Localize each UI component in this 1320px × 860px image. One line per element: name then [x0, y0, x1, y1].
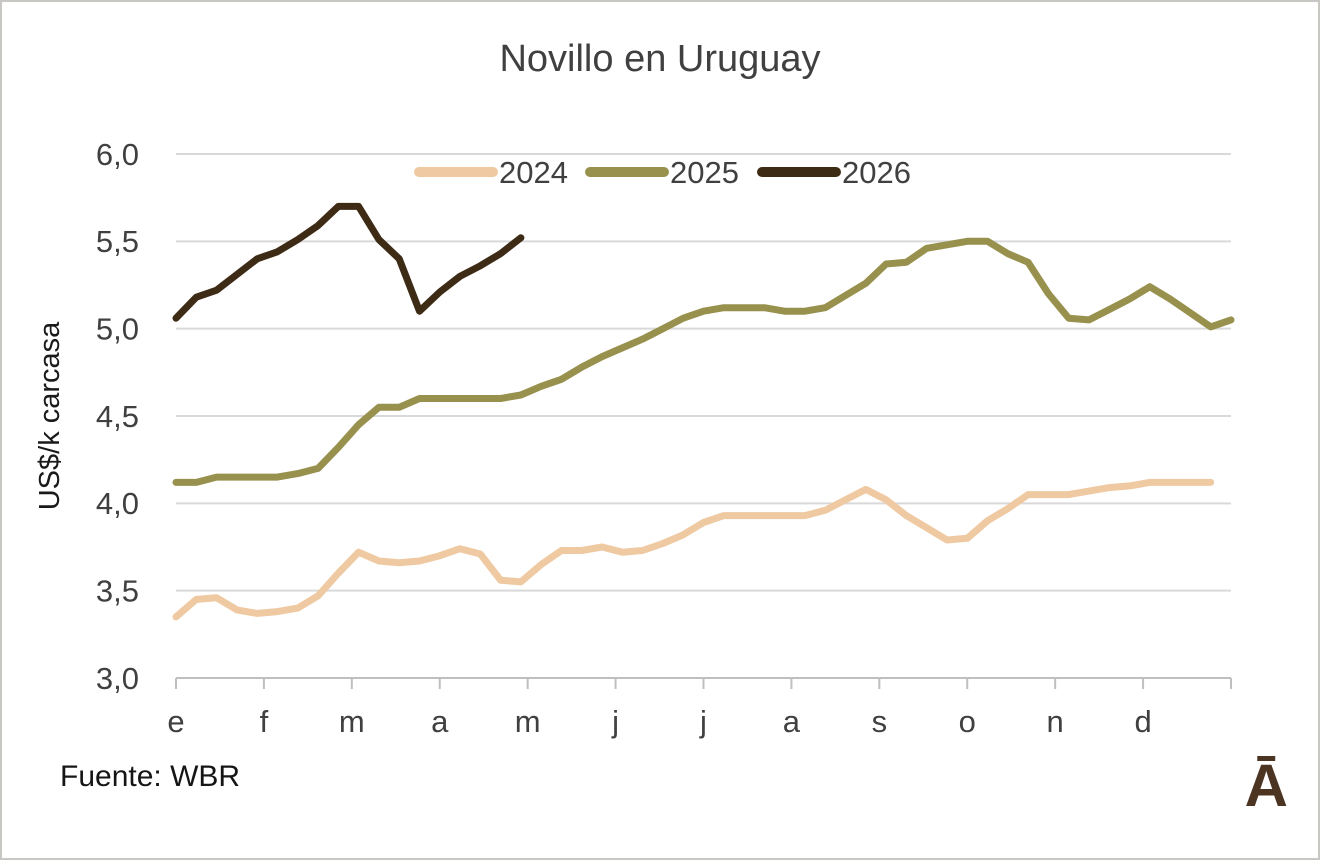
- y-tick-label: 4,5: [96, 399, 139, 434]
- y-tick-label: 5,0: [96, 312, 139, 347]
- x-tick-label: m: [339, 704, 365, 739]
- x-tick-label: f: [260, 704, 269, 739]
- x-tick-label: s: [872, 704, 888, 739]
- x-tick-label: e: [167, 704, 184, 739]
- y-axis-title: US$/k carcasa: [34, 321, 66, 510]
- x-tick-label: a: [783, 704, 801, 739]
- legend-label-2025: 2025: [670, 155, 739, 190]
- y-tick-label: 3,5: [96, 574, 139, 609]
- x-tick-label: j: [611, 704, 619, 739]
- x-tick-label: n: [1047, 704, 1064, 739]
- x-tick-label: d: [1134, 704, 1151, 739]
- y-tick-label: 5,5: [96, 224, 139, 259]
- y-tick-label: 6,0: [96, 137, 139, 172]
- brand-logo: Ā: [1244, 752, 1288, 819]
- y-tick-label: 3,0: [96, 661, 139, 696]
- series-line-2025: [172, 237, 1235, 486]
- chart-title: Novillo en Uruguay: [499, 38, 821, 80]
- x-tick-label: m: [515, 704, 541, 739]
- series-line-2026: [172, 202, 525, 322]
- legend-label-2024: 2024: [499, 155, 568, 190]
- series-line-2024: [172, 478, 1215, 621]
- legend-label-2026: 2026: [842, 155, 911, 190]
- x-tick-label: j: [699, 704, 707, 739]
- x-tick-label: a: [431, 704, 449, 739]
- y-tick-label: 4,0: [96, 486, 139, 521]
- source-label: Fuente: WBR: [60, 760, 241, 793]
- x-tick-label: o: [959, 704, 976, 739]
